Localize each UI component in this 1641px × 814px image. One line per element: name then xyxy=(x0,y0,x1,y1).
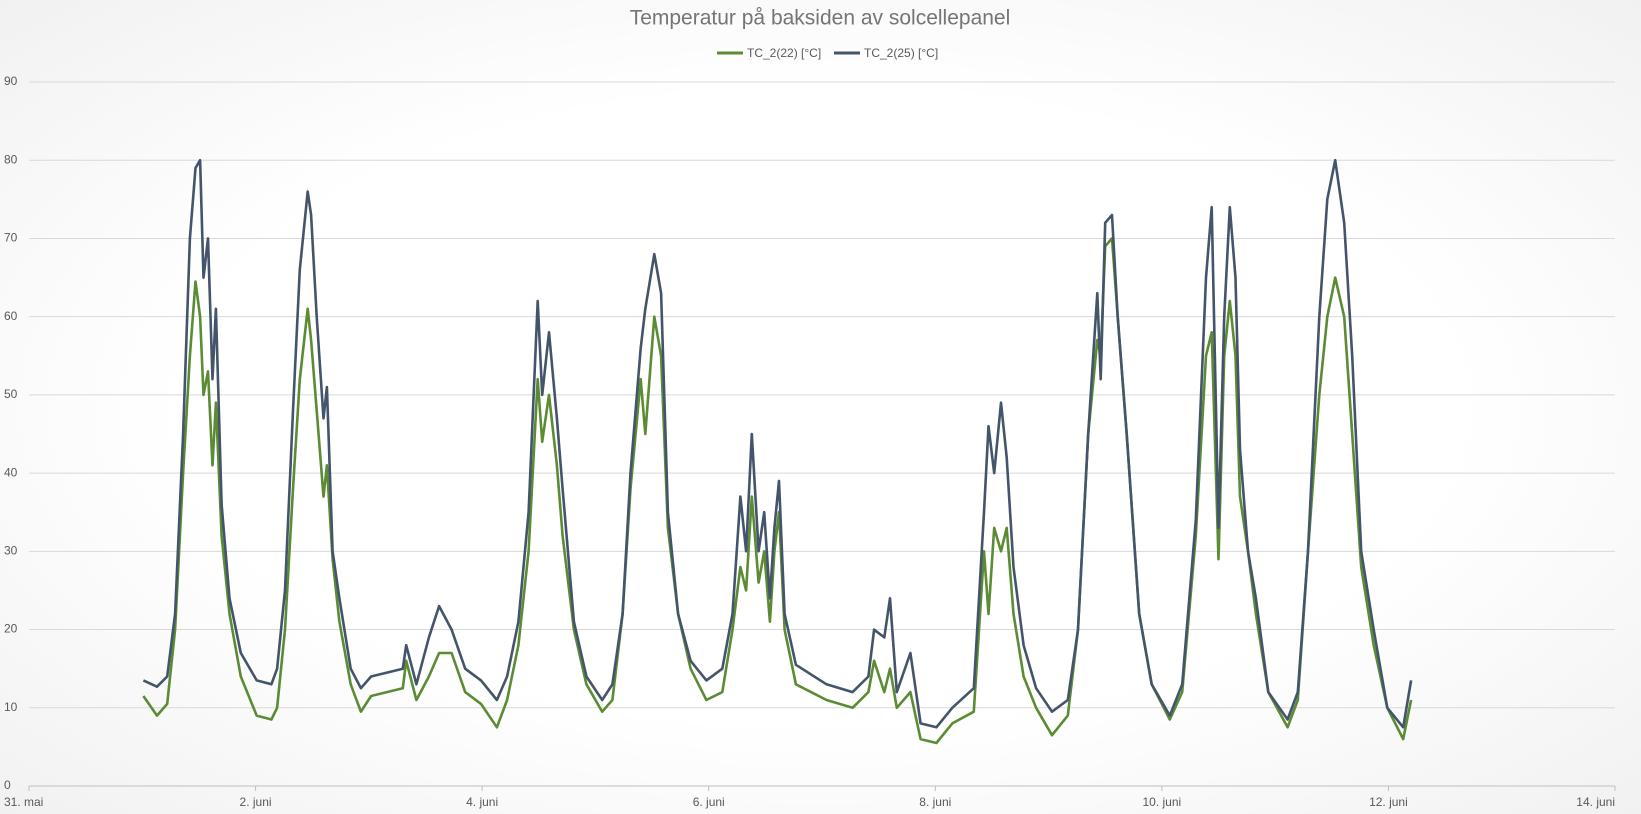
y-tick-label: 90 xyxy=(4,74,18,88)
legend-label: TC_2(25) [°C] xyxy=(864,46,938,60)
y-tick-label: 80 xyxy=(4,152,18,166)
y-tick-label: 40 xyxy=(4,465,18,479)
series-line xyxy=(142,158,1413,729)
y-tick-label: 30 xyxy=(4,544,18,558)
x-tick-label: 10. juni xyxy=(1143,795,1182,809)
x-tick-label: 12. juni xyxy=(1369,795,1408,809)
x-tick-label: 4. juni xyxy=(466,795,498,809)
series-line xyxy=(142,237,1413,745)
x-tick-label: 14. juni xyxy=(1576,795,1615,809)
x-tick-label: 31. mai xyxy=(4,795,43,809)
chart-title: Temperatur på baksiden av solcellepanel xyxy=(630,7,1011,30)
y-tick-label: 0 xyxy=(4,778,11,792)
x-tick-label: 6. juni xyxy=(693,795,725,809)
x-tick-label: 2. juni xyxy=(240,795,272,809)
legend-label: TC_2(22) [°C] xyxy=(747,46,821,60)
y-tick-label: 70 xyxy=(4,231,18,245)
y-tick-label: 50 xyxy=(4,387,18,401)
y-tick-label: 60 xyxy=(4,309,18,323)
x-tick-label: 8. juni xyxy=(919,795,951,809)
y-tick-label: 20 xyxy=(4,622,18,636)
y-tick-label: 10 xyxy=(4,700,18,714)
